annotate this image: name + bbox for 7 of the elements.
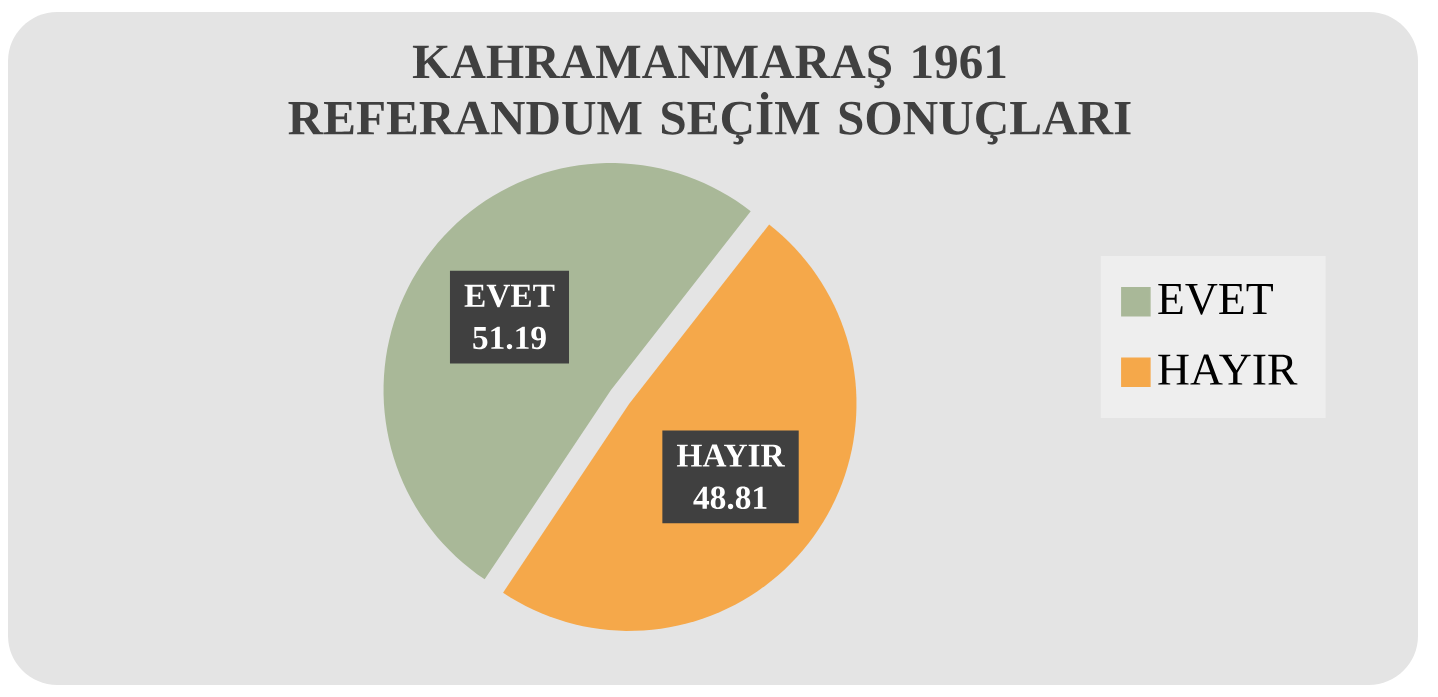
legend-label: EVET bbox=[1158, 284, 1273, 315]
chart-title: KAHRAMANMARAŞ 1961 REFERANDUM SEÇİM SONUÇLARI bbox=[288, 45, 1131, 145]
slice-label: EVET bbox=[464, 284, 555, 308]
legend-label: HAYIR bbox=[1158, 354, 1298, 385]
data-label: 51.19 bbox=[473, 326, 546, 350]
slice-label: HAYIR bbox=[676, 444, 785, 467]
data-label: 48.81 bbox=[693, 486, 767, 510]
